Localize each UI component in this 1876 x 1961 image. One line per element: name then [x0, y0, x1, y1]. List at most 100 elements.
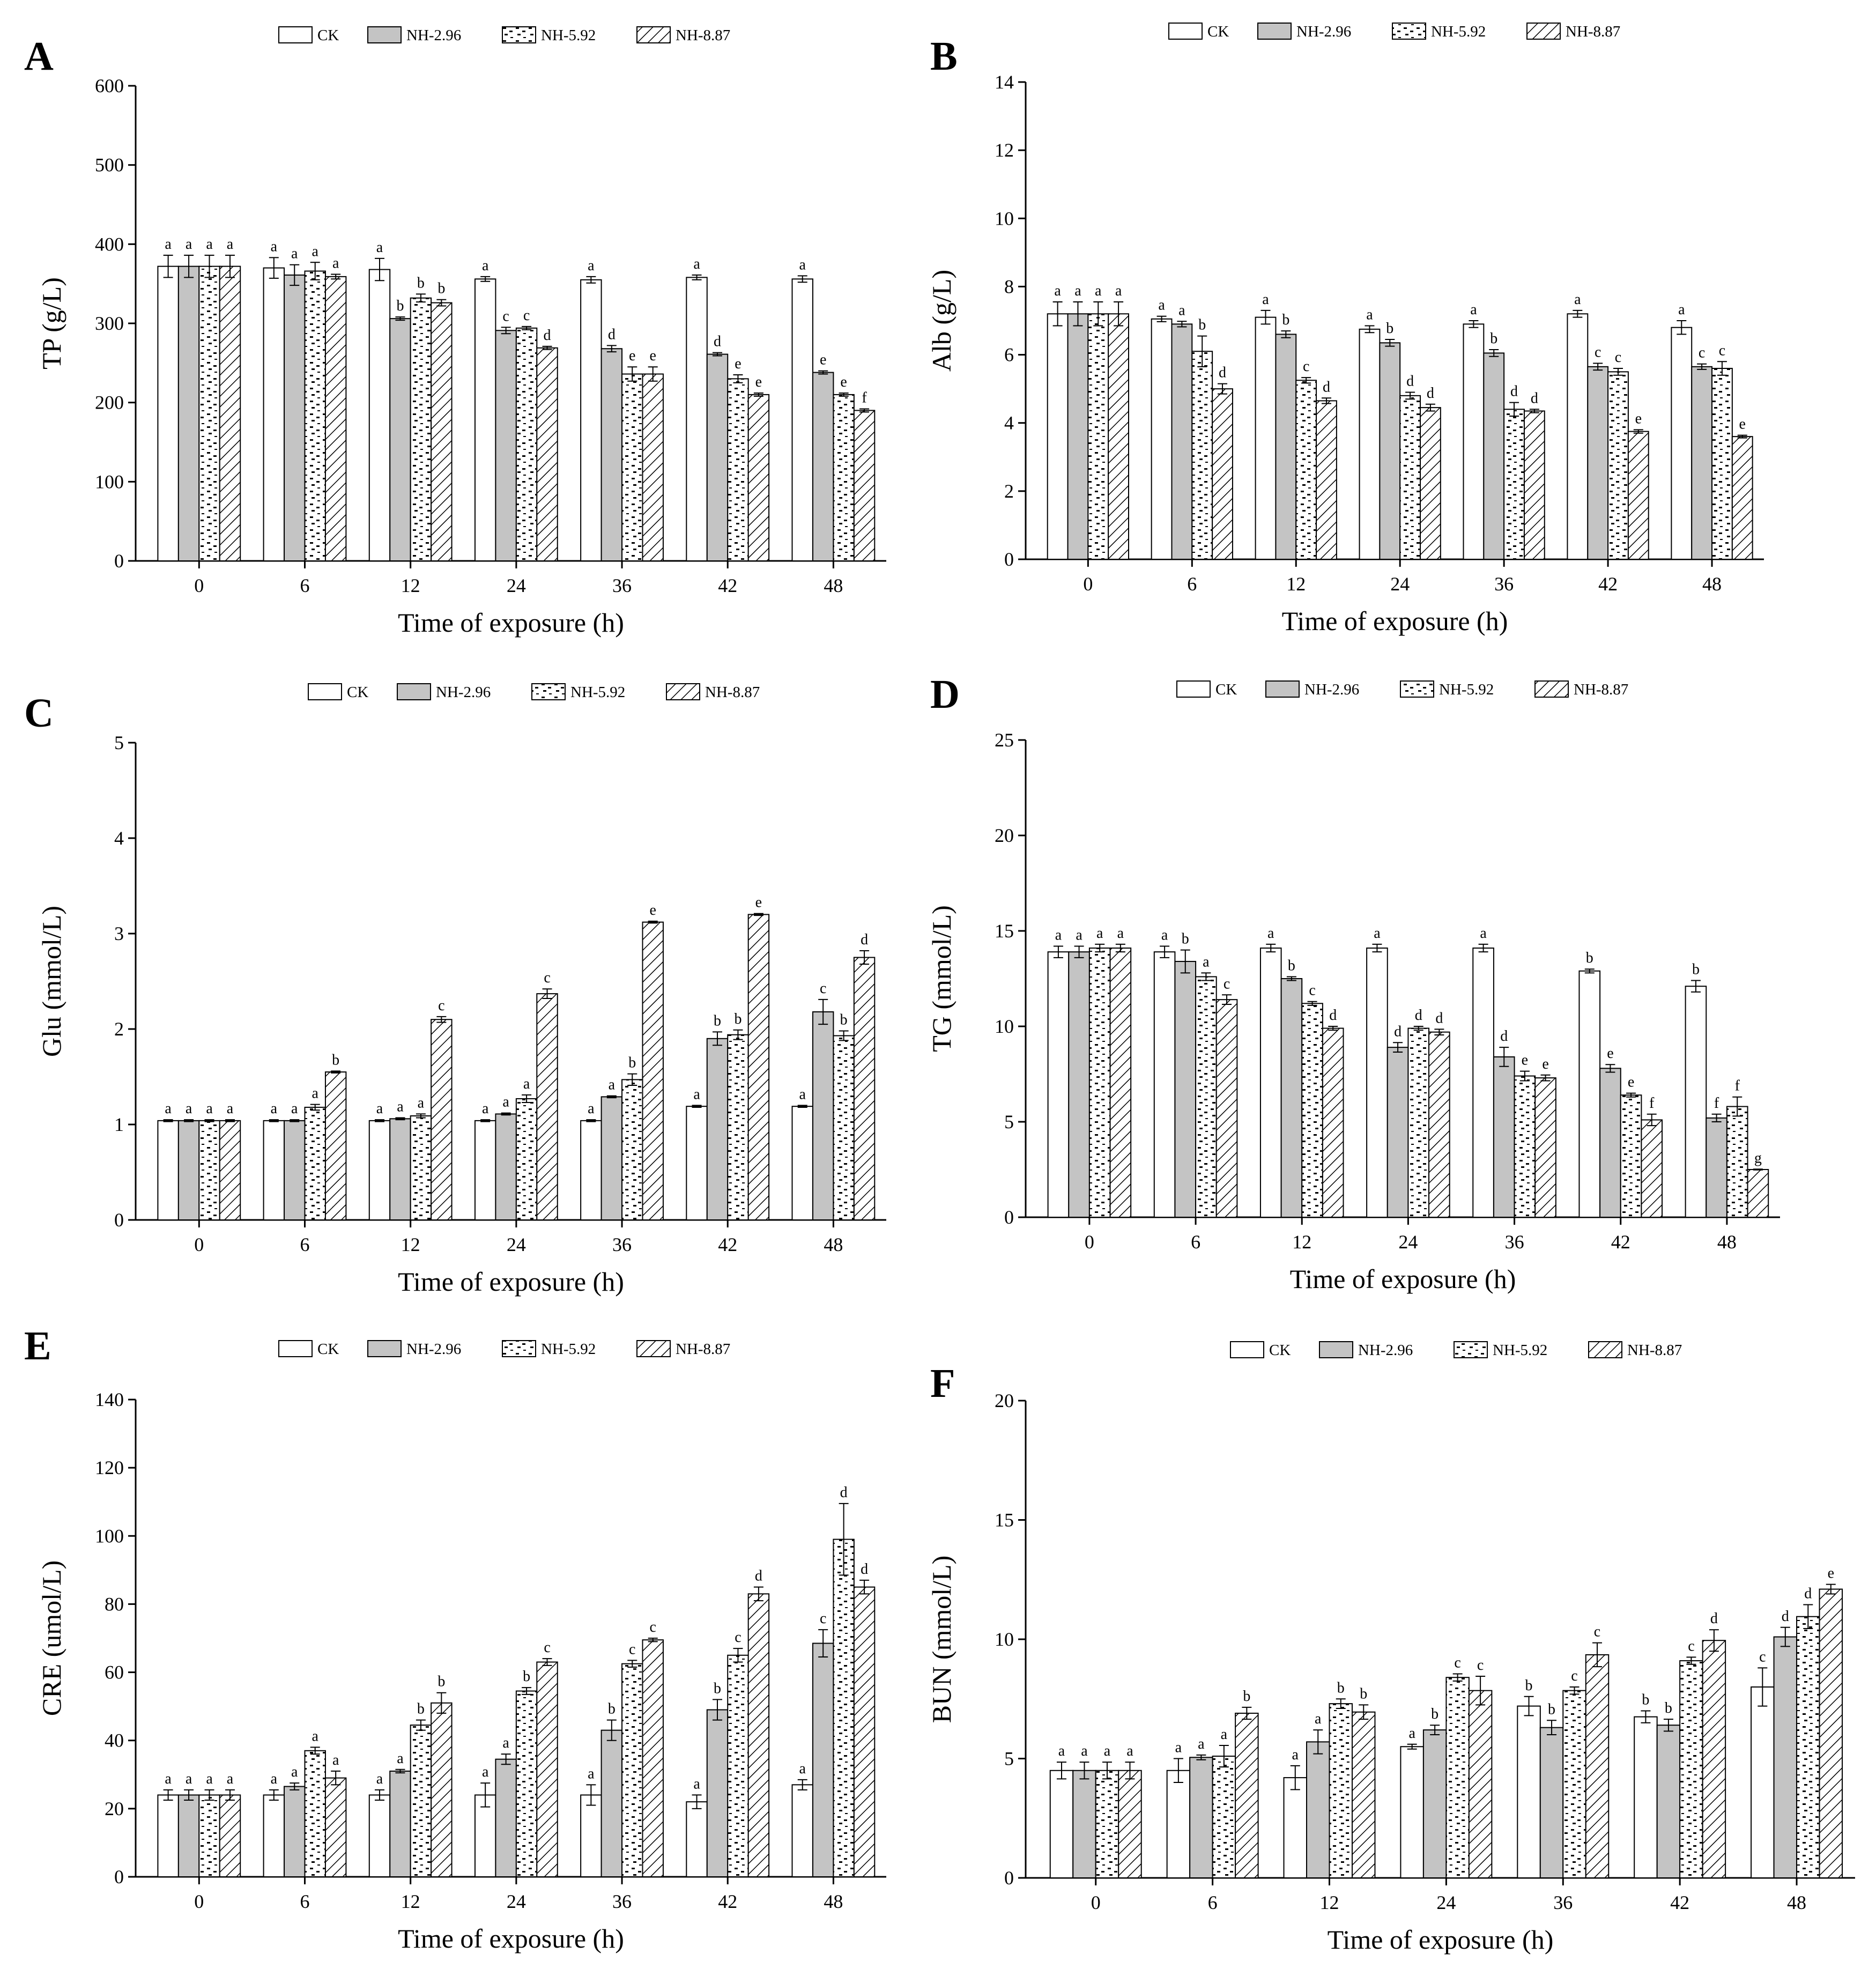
- bar: [177, 265, 200, 561]
- bar: [1189, 1757, 1213, 1878]
- significance-label: e: [755, 894, 762, 911]
- significance-label: a: [1198, 1736, 1205, 1752]
- significance-label: a: [693, 256, 700, 272]
- legend-label: NH-8.87: [676, 27, 730, 44]
- significance-label: a: [1095, 283, 1102, 299]
- x-tick-label: 6: [300, 575, 309, 596]
- x-tick-label: 36: [1494, 573, 1514, 595]
- bar: [1400, 1746, 1424, 1878]
- significance-label: a: [1203, 953, 1210, 970]
- significance-label: e: [820, 352, 826, 368]
- significance-label: a: [523, 1076, 530, 1092]
- significance-label: b: [1182, 931, 1189, 948]
- y-tick-label: 100: [95, 471, 124, 492]
- y-tick-label: 0: [1004, 549, 1014, 570]
- legend: CK NH-2.96 NH-5.92 NH-8.87: [278, 26, 730, 44]
- significance-label: c: [523, 307, 530, 324]
- significance-label: a: [799, 1760, 806, 1777]
- bar: [263, 267, 285, 561]
- legend-swatch: [367, 1340, 402, 1357]
- legend-label: NH-8.87: [676, 1341, 730, 1358]
- significance-label: a: [1574, 291, 1581, 308]
- significance-label: a: [1292, 1747, 1299, 1763]
- legend-label: NH-5.92: [541, 27, 596, 44]
- legend-label: NH-2.96: [1296, 23, 1351, 40]
- x-tick-label: 12: [1292, 1231, 1311, 1253]
- bar: [1259, 948, 1282, 1218]
- panel-letter: C: [24, 691, 54, 736]
- bar: [621, 1079, 643, 1220]
- significance-label: d: [1394, 1023, 1402, 1040]
- significance-label: a: [482, 1764, 489, 1780]
- legend-label: NH-8.87: [1574, 681, 1628, 698]
- significance-label: a: [588, 1100, 595, 1117]
- bar: [1731, 436, 1753, 560]
- y-axis-title: BUN (mmol/L): [926, 1556, 956, 1723]
- bar: [1567, 313, 1589, 560]
- significance-label: d: [755, 1568, 762, 1585]
- x-tick-label: 36: [612, 575, 632, 596]
- legend-swatch: [1265, 680, 1300, 698]
- y-tick-label: 8: [1004, 276, 1014, 297]
- significance-label: d: [1804, 1585, 1812, 1602]
- x-tick-label: 36: [1553, 1892, 1573, 1913]
- y-tick-label: 140: [95, 1389, 124, 1410]
- bar: [1634, 1716, 1658, 1878]
- bar: [410, 1725, 432, 1878]
- significance-label: b: [1692, 961, 1700, 978]
- significance-label: a: [502, 1735, 509, 1751]
- significance-label: a: [165, 1771, 172, 1787]
- significance-label: d: [1500, 1028, 1508, 1045]
- legend-swatch: [278, 26, 313, 43]
- bar: [198, 265, 220, 561]
- bar: [706, 353, 729, 562]
- bar: [1587, 366, 1609, 560]
- significance-label: a: [186, 236, 192, 253]
- significance-label: a: [1315, 1711, 1322, 1727]
- significance-label: a: [1161, 927, 1168, 943]
- significance-label: a: [376, 1771, 383, 1787]
- y-tick-label: 3: [114, 923, 124, 944]
- significance-label: b: [1288, 957, 1295, 974]
- bar: [284, 1120, 306, 1220]
- bar: [1702, 1640, 1726, 1879]
- panels: A CK NH-2.96 NH-5.92 NH-8.870100200300400500…: [24, 23, 1855, 1955]
- significance-label: a: [799, 1086, 806, 1102]
- significance-label: c: [502, 308, 509, 324]
- bar: [474, 278, 496, 561]
- bar: [1620, 1094, 1642, 1218]
- significance-label: e: [1828, 1565, 1834, 1582]
- significance-label: a: [312, 243, 318, 260]
- significance-label: a: [1178, 302, 1185, 319]
- significance-label: d: [1710, 1610, 1718, 1627]
- significance-label: e: [629, 347, 635, 364]
- bar: [431, 1019, 453, 1220]
- bar: [1819, 1588, 1843, 1879]
- significance-label: b: [1642, 1692, 1649, 1708]
- bar: [1316, 400, 1337, 560]
- significance-label: c: [820, 980, 826, 997]
- bar: [410, 1115, 432, 1220]
- significance-label: a: [271, 1771, 278, 1787]
- significance-label: b: [1525, 1677, 1533, 1694]
- legend-swatch: [1392, 23, 1426, 40]
- significance-label: a: [1678, 301, 1685, 318]
- bar: [1514, 1075, 1536, 1218]
- x-tick-label: 0: [1085, 1231, 1094, 1253]
- bar: [1212, 388, 1233, 560]
- bar: [284, 274, 306, 561]
- significance-label: b: [734, 1011, 741, 1027]
- bar: [431, 302, 453, 562]
- legend-swatch: [1319, 1341, 1353, 1358]
- significance-label: e: [1628, 1074, 1634, 1091]
- x-tick-label: 6: [1191, 1231, 1200, 1253]
- x-tick-label: 0: [194, 1891, 204, 1912]
- significance-label: a: [482, 1100, 489, 1117]
- bar: [642, 373, 664, 561]
- bar: [515, 1690, 538, 1877]
- bar: [1656, 1725, 1681, 1878]
- bar: [1773, 1636, 1798, 1879]
- bar: [1726, 1106, 1748, 1218]
- bar: [1067, 313, 1089, 560]
